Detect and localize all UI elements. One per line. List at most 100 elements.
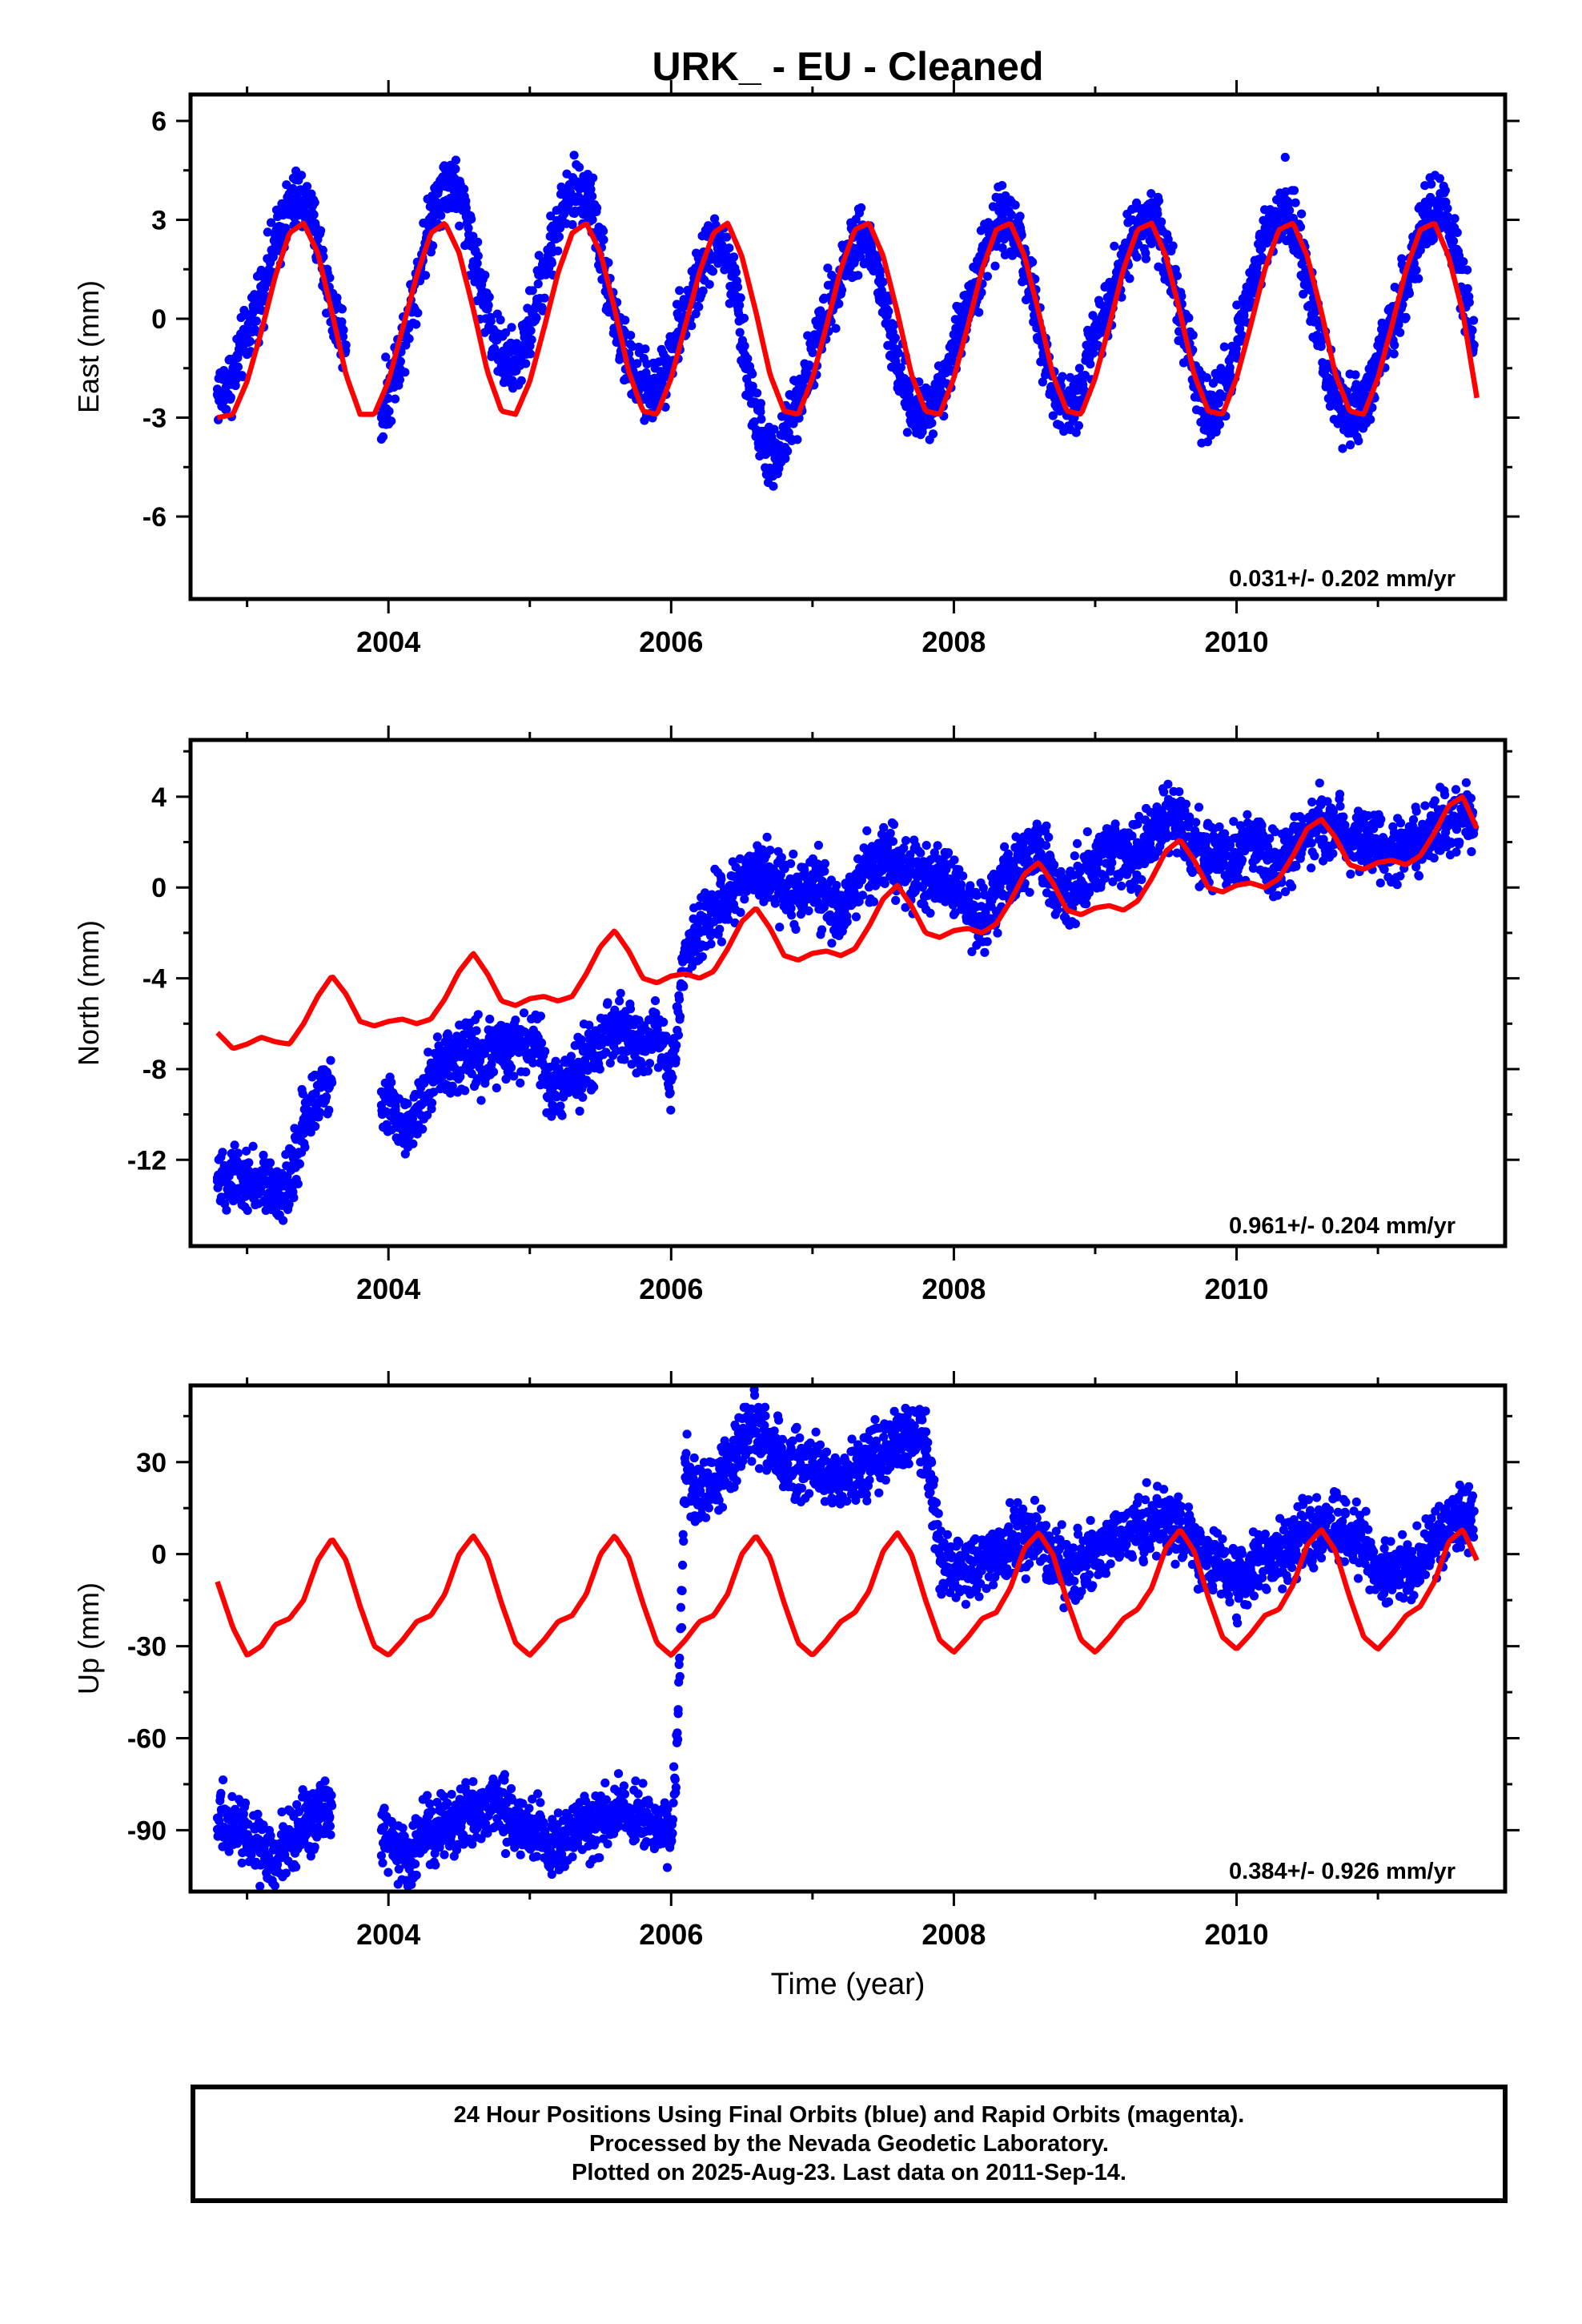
north-position-point <box>762 832 772 842</box>
east-position-point <box>496 315 505 325</box>
east-position-point <box>1338 406 1347 416</box>
north-position-point <box>880 879 889 888</box>
north-position-point <box>589 1082 599 1092</box>
north-position-point <box>488 1068 499 1077</box>
east-position-point <box>757 414 766 424</box>
east-position-point <box>390 394 400 404</box>
north-position-point <box>980 947 990 957</box>
east-position-point <box>231 380 240 391</box>
north-position-point <box>706 939 716 949</box>
east-position-point <box>716 235 725 244</box>
east-position-point <box>927 418 937 428</box>
east-position-point <box>740 341 749 351</box>
north-position-point <box>1100 874 1110 883</box>
north-position-point <box>583 1066 592 1076</box>
east-position-point <box>837 285 847 295</box>
north-position-point <box>300 1142 310 1152</box>
east-position-point <box>1435 174 1444 183</box>
north-position-point <box>400 1149 410 1159</box>
north-position-point <box>233 1148 243 1158</box>
east-position-point <box>982 271 992 281</box>
east-position-point <box>896 363 905 372</box>
east-position-point <box>310 198 319 207</box>
north-position-point <box>528 1058 538 1068</box>
east-position-point <box>433 188 443 199</box>
east-position-point <box>243 331 252 340</box>
north-position-point <box>432 1032 443 1042</box>
east-position-point <box>853 271 863 280</box>
north-position-point <box>673 1030 684 1040</box>
east-position-point <box>990 261 1000 271</box>
east-position-point <box>1225 367 1235 376</box>
north-position-point <box>1107 858 1117 867</box>
east-position-point <box>1451 248 1460 258</box>
east-position-point <box>769 481 778 491</box>
east-position-point <box>404 334 414 344</box>
north-position-point <box>891 895 901 905</box>
east-position-point <box>1267 215 1277 225</box>
east-position-point <box>546 241 556 251</box>
chart-title: URK_ - EU - Cleaned <box>652 44 1044 89</box>
east-position-point <box>1414 274 1423 283</box>
east-position-point <box>413 308 423 318</box>
east-position-point <box>256 287 266 297</box>
east-position-point <box>769 424 779 434</box>
east-position-point <box>1404 288 1414 299</box>
north-position-point <box>615 996 624 1006</box>
east-position-point <box>857 228 867 238</box>
east-position-point <box>297 171 307 180</box>
east-position-point <box>598 227 608 236</box>
east-position-point <box>420 271 431 280</box>
north-position-point <box>473 1010 483 1019</box>
north-position-point <box>862 826 872 835</box>
east-position-point <box>1310 314 1319 324</box>
east-position-point <box>1390 340 1399 350</box>
north-position-point <box>564 1088 573 1097</box>
north-position-point <box>930 848 939 858</box>
east-position-point <box>1464 298 1474 308</box>
north-position-point <box>787 911 797 920</box>
east-y-tick-label: -3 <box>143 404 167 434</box>
east-position-point <box>547 259 556 268</box>
east-position-point <box>744 380 754 389</box>
north-position-point <box>248 1141 258 1151</box>
east-position-point <box>803 331 813 340</box>
east-position-point <box>808 348 817 357</box>
north-position-point <box>265 1158 275 1168</box>
east-position-point <box>1219 342 1229 352</box>
east-position-point <box>640 344 650 354</box>
north-position-point <box>1003 849 1013 858</box>
north-position-point <box>775 923 785 932</box>
east-position-point <box>521 359 531 368</box>
east-position-point <box>528 286 537 296</box>
east-position-point <box>588 205 598 215</box>
east-position-point <box>387 416 396 426</box>
east-position-point <box>783 446 793 456</box>
east-position-point <box>1448 236 1459 246</box>
north-position-point <box>459 1030 468 1039</box>
north-position-point <box>424 1047 433 1057</box>
east-position-point <box>659 367 669 376</box>
east-position-point <box>569 151 579 160</box>
east-position-point <box>1389 349 1399 359</box>
north-position-point <box>675 1011 685 1021</box>
east-position-point <box>998 243 1007 253</box>
east-position-point <box>1463 265 1472 275</box>
north-position-point <box>444 1031 453 1041</box>
east-y-tick-label: 6 <box>151 107 167 137</box>
east-position-point <box>857 203 866 212</box>
north-position-point <box>295 1160 304 1169</box>
north-position-point <box>540 1047 550 1056</box>
north-position-point <box>982 937 992 947</box>
east-position-point <box>1289 186 1299 195</box>
east-position-point <box>484 300 493 310</box>
east-position-point <box>1006 210 1016 219</box>
north-position-point <box>403 1099 412 1108</box>
east-position-point <box>735 300 745 310</box>
north-position-point <box>804 906 813 915</box>
east-position-point <box>588 191 597 201</box>
east-position-point <box>1237 331 1247 340</box>
north-position-point <box>293 1179 303 1188</box>
east-position-point <box>504 364 513 373</box>
north-position-point <box>584 1020 594 1030</box>
